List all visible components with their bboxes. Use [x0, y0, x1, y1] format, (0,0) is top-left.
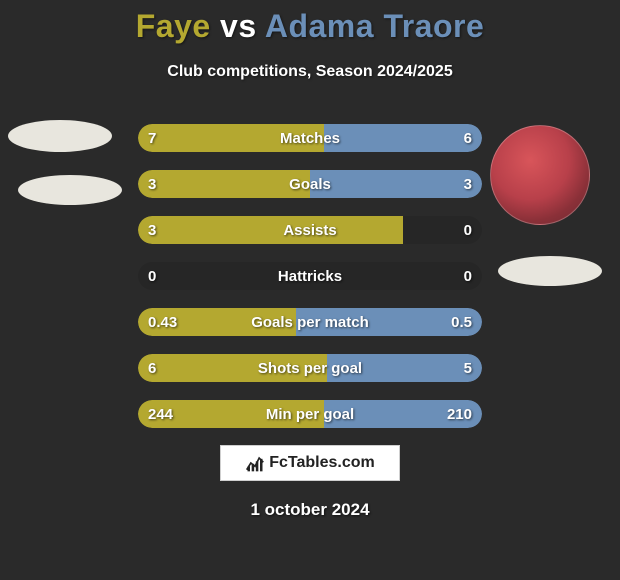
stat-row: 33Goals [138, 170, 482, 198]
stat-bars: 76Matches33Goals30Assists00Hattricks0.43… [138, 124, 482, 446]
stat-bar-left [138, 308, 296, 336]
player1-name: Faye [136, 8, 211, 44]
stat-bar-left [138, 216, 403, 244]
stat-row: 244210Min per goal [138, 400, 482, 428]
stat-value-right: 0 [464, 216, 472, 244]
player2-name: Adama Traore [265, 8, 484, 44]
stat-value-right: 0 [464, 262, 472, 290]
stat-bar-right [310, 170, 482, 198]
stat-row: 30Assists [138, 216, 482, 244]
branding-badge: FcTables.com [220, 445, 400, 481]
stat-bar-left [138, 400, 324, 428]
comparison-title: Faye vs Adama Traore [0, 0, 620, 45]
stat-row: 0.430.5Goals per match [138, 308, 482, 336]
stat-bar-right [324, 400, 482, 428]
avatar-placeholder-left-2 [18, 175, 122, 205]
stat-label: Hattricks [138, 262, 482, 290]
vs-text: vs [220, 8, 257, 44]
stat-bar-left [138, 170, 310, 198]
stat-bar-right [324, 124, 482, 152]
chart-icon [245, 453, 265, 473]
stat-row: 0 0Hattricks [138, 262, 482, 290]
branding-text: FcTables.com [269, 454, 375, 472]
avatar-shadow-right [498, 256, 602, 286]
stat-value-left: 0 [148, 262, 156, 290]
avatar-placeholder-left-1 [8, 120, 112, 152]
stat-row: 76Matches [138, 124, 482, 152]
stat-bar-right [296, 308, 482, 336]
date-text: 1 october 2024 [0, 500, 620, 520]
stat-bar-left [138, 124, 324, 152]
stat-bar-right [327, 354, 482, 382]
stat-bar-left [138, 354, 327, 382]
stat-row: 65Shots per goal [138, 354, 482, 382]
player2-avatar [490, 125, 590, 225]
subtitle: Club competitions, Season 2024/2025 [0, 63, 620, 81]
